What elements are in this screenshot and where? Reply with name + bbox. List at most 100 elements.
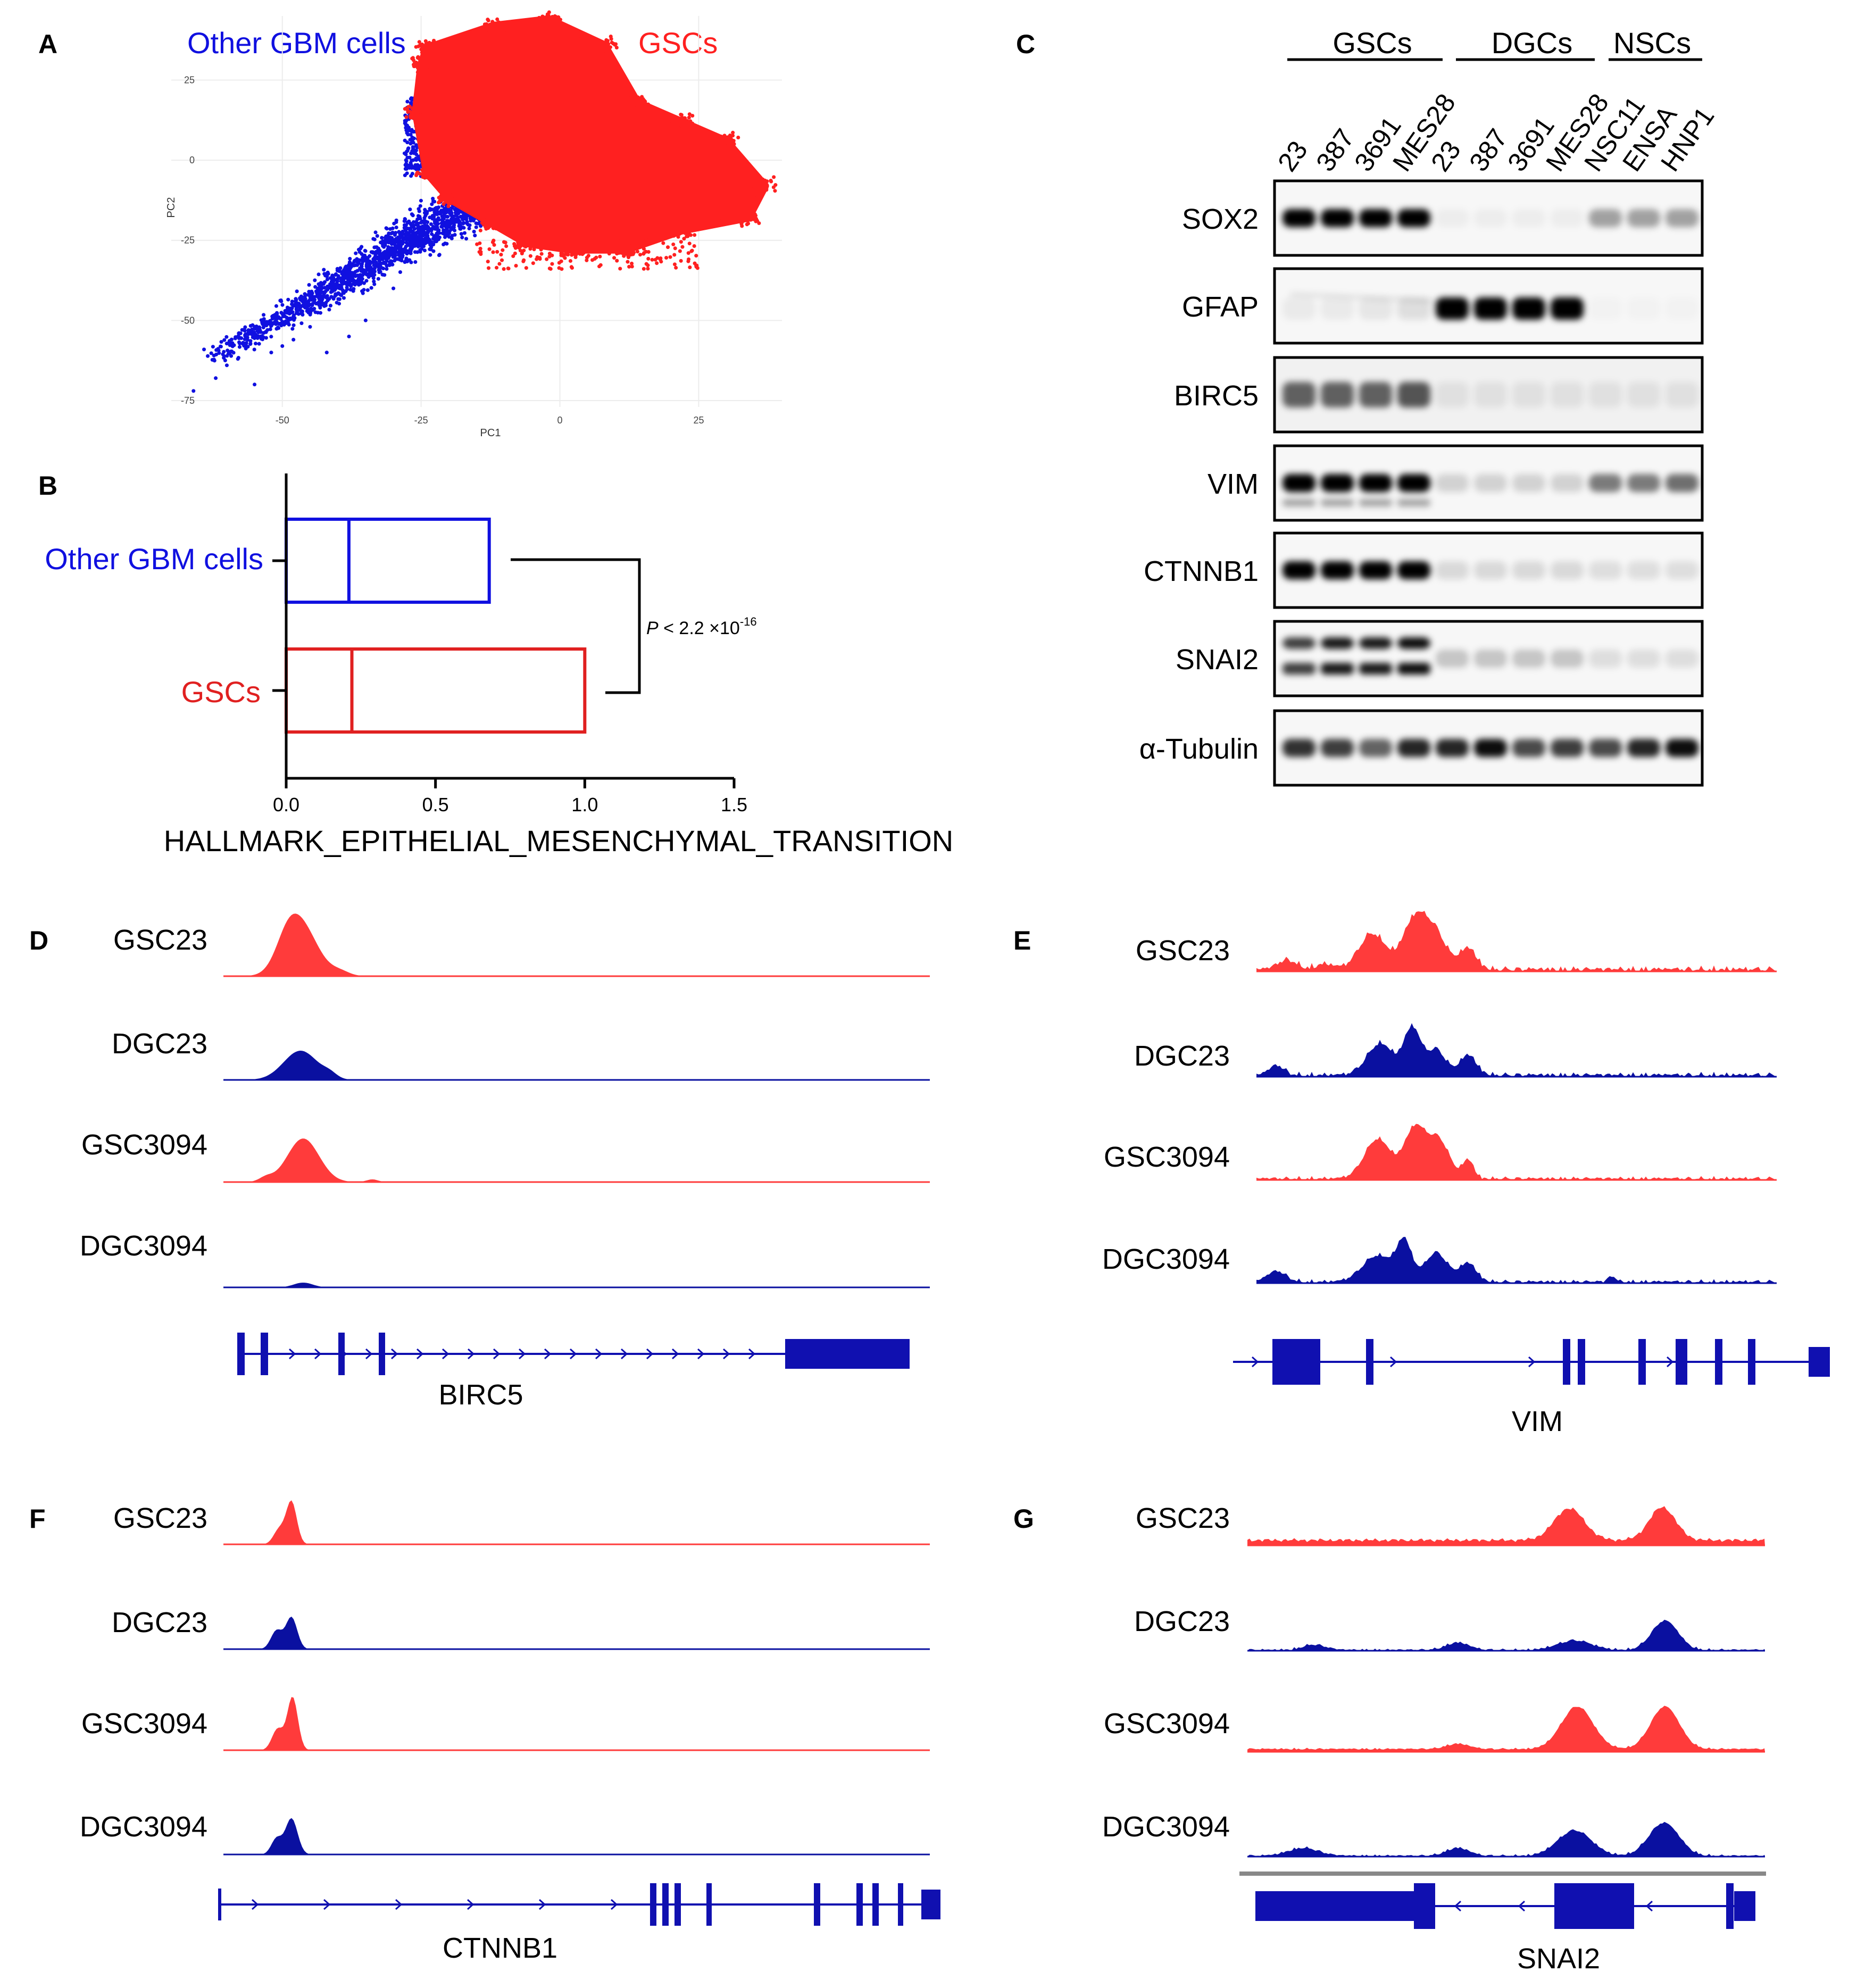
band — [1627, 650, 1660, 668]
gene-label: SNAI2 — [1517, 1943, 1600, 1975]
band-lower — [1321, 663, 1354, 675]
pca-xlabel: PC1 — [480, 427, 501, 439]
band — [1666, 297, 1698, 320]
band — [1283, 382, 1315, 407]
blot-bands — [1283, 293, 1698, 320]
band — [1589, 297, 1622, 320]
strand-chevron — [1581, 1900, 1589, 1912]
exon — [1676, 1339, 1687, 1385]
band — [1512, 739, 1545, 757]
group-dgcs: DGCs — [1492, 26, 1572, 60]
strand-chevron — [748, 1348, 756, 1360]
panel-b: B Other GBM cells GSCs 0.0 0.5 1.0 1.5 P < … — [38, 471, 953, 858]
exon — [1366, 1339, 1373, 1385]
band — [1474, 382, 1507, 407]
band-lower — [1359, 663, 1392, 675]
track-label: GSC23 — [113, 1502, 207, 1534]
western-blots: SOX2 GFAP BIRC5 VIM CTNNB1 SNAI2 α-Tubulin — [1139, 179, 1704, 787]
box-label-other: Other GBM cells — [45, 542, 263, 576]
exon — [1563, 1339, 1570, 1385]
band — [1359, 739, 1392, 757]
lane-labels: 233873691MES28233873691MES28NSC11ENSAHNP… — [1272, 88, 1720, 177]
panel-e-label: E — [1013, 926, 1031, 955]
band — [1474, 561, 1507, 579]
exon — [706, 1883, 712, 1926]
group-gscs: GSCs — [1333, 26, 1412, 60]
band — [1589, 474, 1622, 492]
band — [1474, 209, 1507, 227]
exon — [261, 1333, 268, 1375]
panel-a: A Other GBM cells GSCs -50 -25 0 25250-25-5… — [38, 10, 782, 439]
pca-ytick: -25 — [181, 235, 195, 246]
x-tick-label: 0.0 — [273, 794, 299, 816]
exon — [814, 1883, 820, 1926]
pca-ytick: 25 — [184, 74, 195, 85]
track-label: GSC23 — [1136, 935, 1230, 967]
band-secondary — [1359, 499, 1392, 506]
strand-chevron — [722, 1348, 730, 1360]
strand-chevron — [538, 1899, 546, 1910]
band — [1627, 297, 1660, 320]
track-signal — [1247, 1706, 1765, 1752]
track-signal — [1247, 1619, 1765, 1651]
track-label: GSC3094 — [81, 1708, 207, 1740]
exon — [218, 1889, 221, 1920]
p-text: < 2.2 ×10 — [659, 618, 740, 638]
significance-bracket — [511, 558, 641, 694]
exon — [872, 1883, 879, 1926]
lane-label: 387 — [1463, 123, 1513, 177]
band — [1512, 382, 1545, 407]
blot-label: SNAI2 — [1176, 644, 1259, 676]
gene-label: CTNNB1 — [443, 1932, 557, 1964]
exon — [237, 1333, 245, 1375]
band — [1359, 297, 1392, 320]
band — [1627, 382, 1660, 407]
track-signal — [1256, 911, 1777, 971]
band — [1666, 209, 1698, 227]
strand-chevron — [569, 1348, 577, 1360]
track-label: GSC3094 — [1104, 1708, 1230, 1740]
gene-model-birc5 — [237, 1333, 910, 1375]
strand-chevron — [467, 1899, 474, 1910]
exon — [856, 1883, 863, 1926]
exon — [1272, 1339, 1320, 1385]
track-label: DGC3094 — [80, 1811, 207, 1843]
track-signal — [1256, 1237, 1777, 1283]
track-signal — [223, 1616, 930, 1649]
band — [1666, 382, 1698, 407]
panel-f-label: F — [29, 1504, 46, 1534]
blot-label: SOX2 — [1182, 203, 1259, 235]
band — [1283, 637, 1315, 649]
x-tick-label: 1.0 — [571, 794, 598, 816]
gene-model-ctnnb1 — [218, 1883, 940, 1926]
strand-chevron — [365, 1348, 373, 1360]
band — [1512, 297, 1545, 320]
band — [1627, 739, 1660, 757]
strand-chevron — [251, 1899, 259, 1910]
pca-ytick: -50 — [181, 315, 195, 326]
track-signal — [223, 913, 930, 976]
band — [1474, 474, 1507, 492]
track-signal — [1247, 1821, 1765, 1857]
band — [1436, 297, 1469, 320]
pca-tick-labels: -50 -25 0 25 25 0 -25 -50 -75 — [181, 74, 704, 426]
band-secondary — [1397, 499, 1430, 506]
strand-chevron — [416, 1348, 424, 1360]
band — [1359, 474, 1392, 492]
exon — [650, 1883, 656, 1926]
exon — [785, 1339, 910, 1369]
strand-chevron — [1518, 1900, 1526, 1912]
band — [1436, 739, 1469, 757]
band-secondary — [1321, 499, 1354, 506]
blot-label: CTNNB1 — [1144, 555, 1259, 587]
gene-model-snai2 — [1255, 1883, 1755, 1929]
band — [1551, 739, 1584, 757]
track-signal — [223, 1051, 930, 1080]
band — [1283, 297, 1315, 320]
track-label: DGC23 — [1134, 1040, 1230, 1072]
strand-chevron — [1666, 1356, 1674, 1368]
exon — [898, 1883, 903, 1926]
band — [1321, 739, 1354, 757]
strand-chevron — [493, 1348, 501, 1360]
band-smear — [1290, 293, 1435, 302]
